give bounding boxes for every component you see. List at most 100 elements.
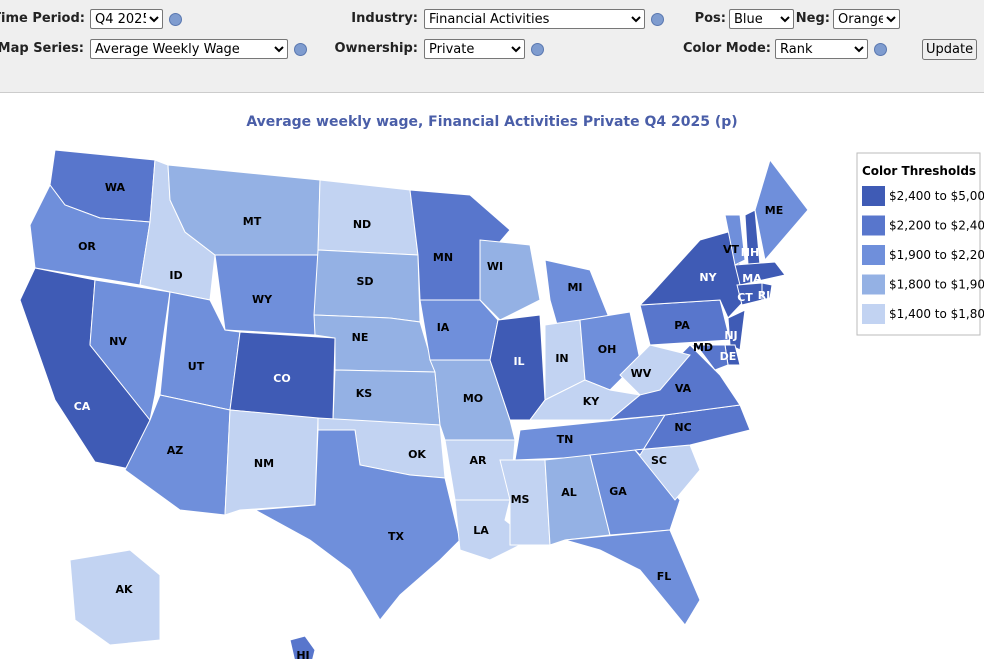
state xyxy=(564,529,701,626)
state-label: NM xyxy=(254,457,274,470)
state-label: WA xyxy=(105,181,126,194)
state xyxy=(332,369,441,426)
state-label: IN xyxy=(555,352,568,365)
state-label: AK xyxy=(115,583,133,596)
state-label: ND xyxy=(353,218,371,231)
state-label: PA xyxy=(674,319,690,332)
state-label: AR xyxy=(470,454,488,467)
dropdown[interactable]: Blue xyxy=(729,9,794,29)
update-button[interactable]: Update xyxy=(922,39,978,60)
state-label: WY xyxy=(252,293,273,306)
state xyxy=(754,158,809,262)
state-label: MA xyxy=(742,272,762,285)
state-label: NJ xyxy=(724,329,737,342)
help-icon[interactable] xyxy=(169,13,182,26)
state-label: AZ xyxy=(167,444,184,457)
dropdown[interactable]: Q4 2025 xyxy=(90,9,163,29)
control-label: Color Mode: xyxy=(683,41,771,56)
legend-title: Color Thresholds xyxy=(862,164,976,178)
state-label: LA xyxy=(473,524,489,537)
help-icon[interactable] xyxy=(651,13,664,26)
toolbar: Time Period: Q4 2025 Industry: Financial Ac… xyxy=(0,0,984,93)
control-label: Industry: xyxy=(351,11,418,26)
state-label: NC xyxy=(674,421,691,434)
map: Average weekly wage, Financial Activitie… xyxy=(19,114,984,659)
state-label: AL xyxy=(561,486,577,499)
state xyxy=(499,459,551,546)
legend-swatch xyxy=(862,304,885,324)
legend-label: $1,400 to $1,800 xyxy=(889,307,984,321)
state-label: OR xyxy=(78,240,96,253)
state-label: NV xyxy=(109,335,127,348)
state xyxy=(734,261,786,286)
dropdown[interactable]: Financial Activities xyxy=(424,9,645,29)
state-label: MI xyxy=(567,281,582,294)
state-label: TN xyxy=(557,433,574,446)
legend-swatch xyxy=(862,245,885,265)
state xyxy=(589,449,681,536)
state-label: VA xyxy=(675,382,692,395)
state-label: NE xyxy=(352,331,369,344)
state-label: DE xyxy=(720,350,737,363)
state-label: MS xyxy=(511,493,530,506)
dropdown[interactable]: Private xyxy=(424,39,525,59)
state-label: IL xyxy=(513,355,524,368)
state-label: OK xyxy=(408,448,426,461)
state xyxy=(224,409,319,516)
state-label: OH xyxy=(598,343,617,356)
state-label: GA xyxy=(609,485,627,498)
state-label: MT xyxy=(243,215,262,228)
state-label: SD xyxy=(356,275,373,288)
state-label: NH xyxy=(741,246,759,259)
legend-swatch xyxy=(862,274,885,295)
control-label: Map Series: xyxy=(0,41,84,56)
legend-swatch xyxy=(862,215,885,236)
legend-label: $1,800 to $1,900 xyxy=(889,278,984,292)
legend-label: $1,900 to $2,200 xyxy=(889,248,984,262)
state-label: CT xyxy=(737,291,753,304)
state-label: KS xyxy=(356,387,373,400)
state xyxy=(69,549,161,646)
state xyxy=(253,429,461,621)
state-label: UT xyxy=(188,360,205,373)
state-label: HI xyxy=(296,649,309,659)
state-label: SC xyxy=(651,454,667,467)
control-label: Pos: xyxy=(694,11,726,26)
legend-label: $2,200 to $2,400 xyxy=(889,219,984,233)
dropdown[interactable]: Rank xyxy=(775,39,868,59)
state-label: ME xyxy=(765,204,783,217)
state xyxy=(724,214,746,266)
state xyxy=(89,279,171,422)
control-label: Neg: xyxy=(795,11,830,26)
state-label: CA xyxy=(74,400,91,413)
state-label: MN xyxy=(433,251,453,264)
state xyxy=(727,309,746,351)
state xyxy=(761,282,773,301)
state-label: RI xyxy=(758,289,771,302)
state-label: NY xyxy=(699,271,717,284)
state-label: TX xyxy=(388,530,405,543)
state-label: CO xyxy=(273,372,290,385)
state-label: IA xyxy=(437,321,450,334)
state-label: MD xyxy=(693,341,713,354)
legend-swatch xyxy=(862,186,885,206)
state-label: WV xyxy=(631,367,652,380)
help-icon[interactable] xyxy=(874,43,887,56)
dropdown[interactable]: Average Weekly Wage xyxy=(90,39,288,59)
state-label: ID xyxy=(169,269,182,282)
state xyxy=(289,635,316,659)
state-label: VT xyxy=(723,243,740,256)
help-icon[interactable] xyxy=(531,43,544,56)
state xyxy=(689,344,729,371)
state-label: FL xyxy=(657,570,672,583)
control-label: Ownership: xyxy=(334,41,419,56)
state-label: KY xyxy=(583,395,601,408)
state-label: MO xyxy=(463,392,483,405)
state xyxy=(419,299,499,361)
map-title: Average weekly wage, Financial Activitie… xyxy=(246,114,737,130)
dropdown[interactable]: Orange xyxy=(833,9,900,29)
state xyxy=(479,239,541,321)
legend-label: $2,400 to $5,000 xyxy=(889,189,984,203)
help-icon[interactable] xyxy=(294,43,307,56)
